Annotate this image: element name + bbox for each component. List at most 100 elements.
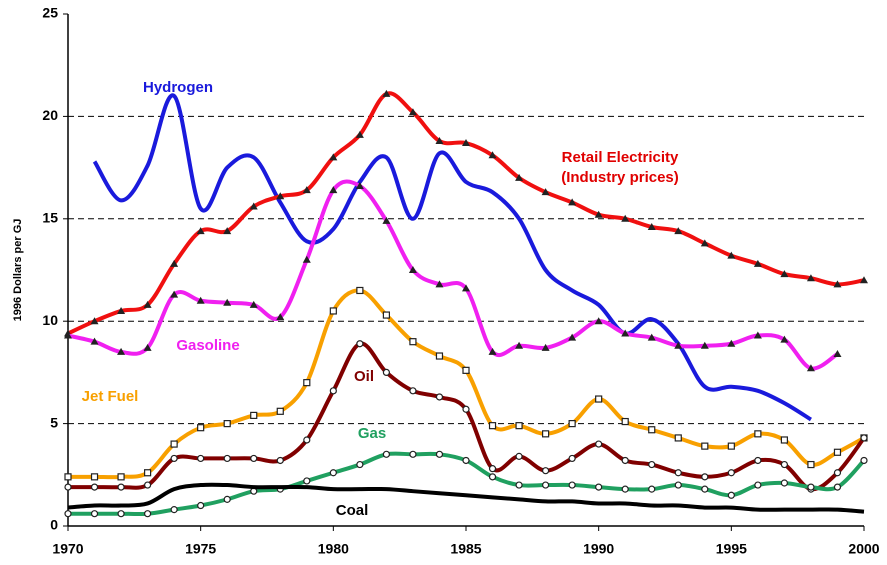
marker — [117, 347, 126, 355]
marker — [143, 300, 152, 308]
marker — [621, 417, 629, 426]
marker — [515, 422, 523, 430]
marker — [382, 216, 391, 224]
marker — [329, 153, 338, 161]
marker — [595, 395, 603, 403]
marker — [568, 454, 576, 463]
marker — [144, 510, 152, 518]
y-tick-label: 15 — [42, 210, 58, 226]
marker — [250, 454, 258, 463]
marker — [568, 420, 576, 428]
x-tick-label: 1980 — [318, 541, 349, 557]
marker — [64, 473, 72, 481]
marker — [329, 186, 338, 194]
marker — [249, 202, 258, 210]
series-line — [67, 288, 865, 480]
marker — [807, 483, 815, 491]
marker — [541, 343, 550, 351]
marker — [223, 298, 232, 306]
marker — [355, 130, 364, 138]
marker — [223, 420, 231, 428]
marker — [594, 210, 603, 218]
marker — [356, 286, 364, 295]
marker — [754, 456, 762, 465]
marker — [701, 473, 709, 481]
marker — [488, 473, 497, 481]
marker — [727, 469, 735, 477]
marker — [648, 426, 656, 434]
marker — [674, 341, 683, 349]
y-axis-label: 1996 Dollars per GJ — [12, 219, 24, 322]
marker — [674, 481, 682, 489]
marker — [90, 337, 99, 345]
marker — [594, 317, 603, 325]
marker — [541, 430, 550, 438]
series-label: Hydrogen — [142, 79, 213, 96]
marker — [276, 407, 284, 415]
marker — [753, 259, 762, 267]
series-label: Gasoline — [176, 337, 240, 354]
marker — [568, 481, 576, 489]
series-label: Gas — [357, 425, 387, 442]
marker — [621, 485, 629, 493]
marker — [170, 440, 178, 448]
marker — [64, 510, 72, 518]
marker — [382, 450, 390, 458]
marker — [647, 333, 656, 341]
marker — [488, 151, 497, 159]
marker — [753, 331, 762, 339]
marker — [462, 456, 470, 465]
marker — [197, 424, 205, 432]
marker — [595, 440, 603, 448]
marker — [806, 274, 815, 282]
marker — [754, 430, 762, 438]
marker — [408, 266, 417, 273]
marker — [303, 477, 311, 485]
x-tick-label: 1970 — [52, 541, 83, 557]
marker — [754, 481, 762, 489]
marker — [382, 368, 390, 376]
x-tick-label: 1990 — [583, 541, 614, 557]
marker — [303, 379, 311, 387]
marker — [541, 481, 550, 489]
series-label: Jet Fuel — [81, 388, 139, 405]
marker — [488, 422, 497, 430]
series-label: Retail Electricity (Industry prices) — [561, 149, 679, 186]
marker — [727, 491, 735, 499]
x-tick-label: 1995 — [716, 541, 747, 557]
marker — [408, 108, 417, 116]
marker — [196, 296, 205, 304]
marker — [170, 506, 178, 514]
marker — [648, 485, 656, 493]
marker — [700, 239, 709, 247]
marker — [276, 313, 285, 321]
marker — [117, 510, 125, 518]
marker — [541, 467, 550, 475]
marker — [170, 454, 178, 463]
marker — [701, 485, 709, 493]
marker — [90, 510, 99, 518]
marker — [276, 456, 284, 465]
marker — [860, 456, 868, 465]
marker — [90, 317, 99, 325]
marker — [409, 338, 417, 346]
y-tick-label: 5 — [50, 414, 58, 430]
marker — [435, 450, 444, 458]
marker — [700, 341, 709, 349]
series-line — [67, 341, 866, 492]
marker — [674, 434, 682, 442]
marker — [356, 460, 364, 469]
marker — [541, 188, 550, 196]
marker — [90, 473, 99, 481]
marker — [197, 501, 205, 510]
marker — [833, 469, 842, 477]
marker — [727, 442, 735, 450]
marker — [409, 387, 417, 395]
y-tick-label: 25 — [42, 5, 58, 21]
marker — [382, 89, 391, 97]
marker — [621, 329, 630, 337]
series-line — [92, 93, 812, 422]
marker — [780, 436, 789, 444]
